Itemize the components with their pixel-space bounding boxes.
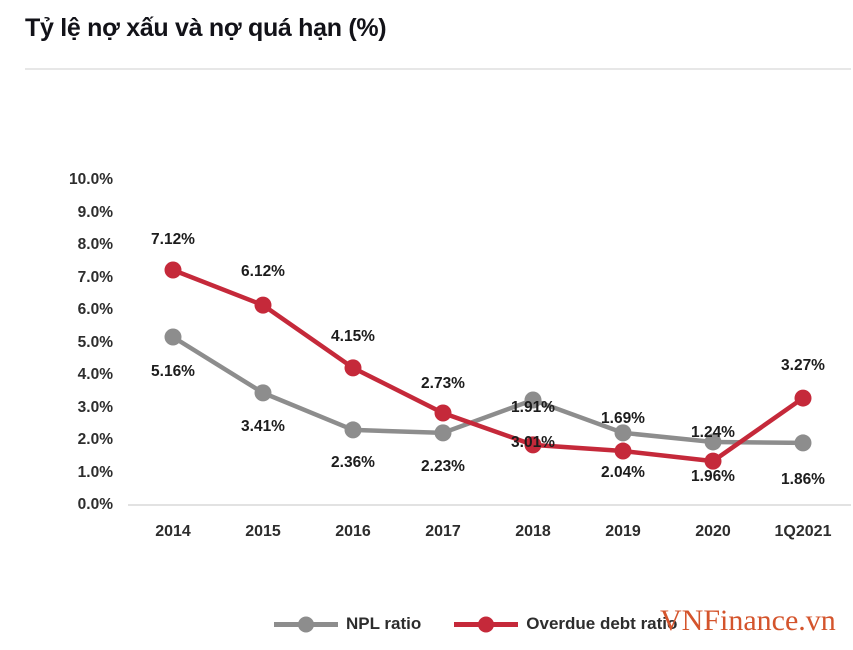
x-axis-label-2016: 2016 <box>335 523 371 540</box>
data-label-2.23%: 2.23% <box>421 457 465 475</box>
x-axis-label-2018: 2018 <box>515 523 551 540</box>
y-axis-tick-6.0%: 6.0% <box>77 301 113 318</box>
data-label-6.12%: 6.12% <box>241 262 285 280</box>
x-axis-label-2017: 2017 <box>425 523 461 540</box>
data-label-3.01%: 3.01% <box>511 433 555 451</box>
npl-point-2016 <box>344 421 362 439</box>
y-axis-tick-9.0%: 9.0% <box>77 203 113 221</box>
y-axis-tick-0.0%: 0.0% <box>77 496 113 513</box>
x-axis-label-2019: 2019 <box>605 523 641 540</box>
data-label-2.73%: 2.73% <box>421 375 465 393</box>
data-label-7.12%: 7.12% <box>151 231 195 249</box>
data-label-5.16%: 5.16% <box>151 363 195 381</box>
npl-point-2017 <box>434 424 452 442</box>
x-axis-label-2020: 2020 <box>695 523 731 540</box>
page-title: Tỷ lệ nợ xấu và nợ quá hạn (%) <box>25 14 387 42</box>
overdue-point-1Q2021 <box>794 389 812 407</box>
data-label-1.24%: 1.24% <box>691 423 735 441</box>
y-axis-tick-1.0%: 1.0% <box>77 463 113 481</box>
title-divider <box>25 68 851 70</box>
data-label-3.41%: 3.41% <box>241 418 285 435</box>
y-axis-tick-7.0%: 7.0% <box>77 268 113 286</box>
watermark: VNFinance.vn <box>660 604 836 637</box>
y-axis-tick-8.0%: 8.0% <box>77 236 113 253</box>
data-label-2.36%: 2.36% <box>331 454 375 472</box>
npl-point-2015 <box>254 384 272 402</box>
npl-legend-marker-icon <box>274 616 338 632</box>
legend: NPL ratio Overdue debt ratio <box>274 614 677 634</box>
overdue-point-2019 <box>614 442 632 460</box>
overdue-point-2016 <box>344 359 362 377</box>
legend-label-overdue: Overdue debt ratio <box>526 614 678 633</box>
overdue-point-2017 <box>434 404 452 422</box>
legend-item-overdue: Overdue debt ratio <box>454 614 677 634</box>
overdue-legend-marker-icon <box>454 616 519 632</box>
y-axis-tick-2.0%: 2.0% <box>77 431 113 448</box>
overdue-point-2015 <box>254 296 272 314</box>
y-axis-tick-5.0%: 5.0% <box>77 333 113 351</box>
data-label-3.27%: 3.27% <box>781 356 825 374</box>
data-label-1.69%: 1.69% <box>601 409 645 427</box>
npl-point-1Q2021 <box>794 434 812 452</box>
overdue-point-2014 <box>164 261 182 279</box>
y-axis-tick-10.0%: 10.0% <box>69 171 113 188</box>
x-axis-label-2015: 2015 <box>245 523 281 540</box>
data-label-1.91%: 1.91% <box>511 399 555 417</box>
x-axis-label-2014: 2014 <box>155 523 191 540</box>
npl-point-2014 <box>164 328 182 346</box>
data-label-1.96%: 1.96% <box>691 468 735 486</box>
y-axis-tick-3.0%: 3.0% <box>77 398 113 416</box>
data-label-4.15%: 4.15% <box>331 327 375 345</box>
data-label-2.04%: 2.04% <box>601 464 645 482</box>
x-axis-label-1Q2021: 1Q2021 <box>774 523 832 540</box>
y-axis-tick-4.0%: 4.0% <box>77 366 113 383</box>
legend-item-npl: NPL ratio <box>274 614 421 634</box>
data-label-1.86%: 1.86% <box>781 470 825 488</box>
legend-label-npl: NPL ratio <box>346 614 422 633</box>
